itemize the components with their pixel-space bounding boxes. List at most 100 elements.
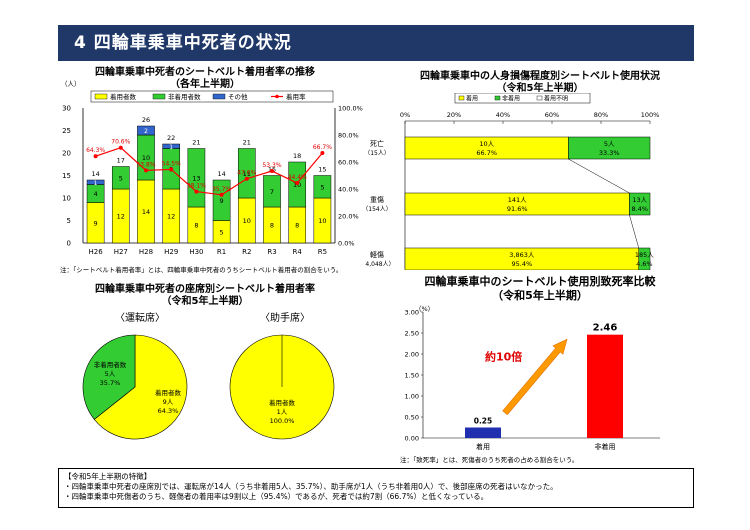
increase-arrow xyxy=(502,338,568,416)
bar-value-label: 11 xyxy=(243,170,251,178)
bar-value-label: 10 xyxy=(243,217,251,225)
y2-tick-label: 60.0% xyxy=(338,159,359,167)
bar-count-label: 5人 xyxy=(604,140,615,148)
features-line: ・四輪車乗車中死傷者のうち、軽傷者の着用率は9割以上（95.4%）であるが、死者… xyxy=(64,492,489,501)
pie-label: 着用者数 xyxy=(155,388,182,397)
legend-swatch xyxy=(94,93,108,100)
rate-label: 53.8% xyxy=(136,161,155,168)
bar-value-label: 8 xyxy=(270,222,274,230)
bar-segment xyxy=(111,166,130,190)
bar-total-label: 14 xyxy=(91,170,99,178)
x-tick-label: 非着用 xyxy=(595,442,616,451)
bar-total-label: 18 xyxy=(293,152,301,160)
y2-tick-label: 20.0% xyxy=(338,213,359,221)
rate-point xyxy=(118,145,123,150)
pie-label: 5人 xyxy=(105,370,116,378)
trend-subtitle: （各年上半期） xyxy=(170,79,240,90)
bar-segment xyxy=(263,175,281,208)
bar-percent-label: 4.6% xyxy=(636,260,653,268)
bar-value-label: 4 xyxy=(94,190,98,198)
fatality-title: 四輪車乗車中のシートベルト使用別致死率比較 xyxy=(424,275,656,288)
bar-value-label: 0.25 xyxy=(474,417,493,426)
y-category-label: 死亡 xyxy=(370,139,384,148)
rate-point xyxy=(270,169,274,174)
rate-point xyxy=(219,192,224,197)
fatality-subtitle: （令和5年上半期） xyxy=(492,289,588,302)
pie-label: 着用者数 xyxy=(269,398,296,407)
bar-value-label: 14 xyxy=(142,208,150,216)
rate-label: 66.7% xyxy=(313,144,332,151)
x-tick-label: R3 xyxy=(267,248,276,256)
bar-total-label: 22 xyxy=(167,134,175,142)
bar-total-label: 14 xyxy=(217,170,225,178)
bar-value-label: 10 xyxy=(318,217,326,225)
bar-total-label: 21 xyxy=(192,139,200,147)
pie-label: 9人 xyxy=(163,398,174,406)
bar-count-label: 10人 xyxy=(479,140,494,148)
x-tick-label: 20% xyxy=(447,111,461,119)
bar-count-label: 141人 xyxy=(508,196,527,204)
legend-box xyxy=(90,90,334,103)
x-tick-label: R5 xyxy=(318,248,327,256)
y-tick-label: 20 xyxy=(62,150,71,158)
bar-total-label: 17 xyxy=(117,157,125,165)
bar-total-label: 21 xyxy=(243,139,251,147)
x-tick-label: R2 xyxy=(242,248,251,256)
rate-label: 53.3% xyxy=(262,162,281,169)
bar-value-label: 9 xyxy=(220,197,224,205)
bar-percent-label: 66.7% xyxy=(476,149,497,157)
x-tick-label: 40% xyxy=(496,111,510,119)
passenger-label: 〈助手席〉 xyxy=(260,313,310,324)
fatality-unit: （%） xyxy=(415,305,435,313)
features-title: 【令和5年上半期の特徴】 xyxy=(64,472,152,481)
bar-segment xyxy=(237,148,256,199)
pie-label: 100.0% xyxy=(270,417,295,425)
legend-swatch xyxy=(152,93,166,100)
bar-value-label: 12 xyxy=(167,213,175,221)
bar-segment xyxy=(568,136,651,160)
bar-count-label: 185人 xyxy=(635,251,654,259)
rate-label: 47.6% xyxy=(237,170,256,177)
features-line: ・四輪車乗車中死者の座席別では、運転席が14人（うち非着用5人、35.7%）、助… xyxy=(64,482,558,491)
bar-value-label: 1 xyxy=(94,180,98,187)
legend-label: 着用率 xyxy=(286,92,306,101)
connector-line xyxy=(568,158,630,194)
rate-point xyxy=(295,181,300,186)
trend-note: 注：「シートベルト着用者率」とは、四輪車乗車中死者のうちシートベルト着用者の割合… xyxy=(60,266,343,274)
bar-value-label: 7 xyxy=(270,188,274,196)
y-tick-label: 25 xyxy=(62,127,71,135)
bar-value-label: 1 xyxy=(169,144,173,151)
rate-point xyxy=(320,150,325,155)
y-tick-label: 10 xyxy=(62,195,71,203)
y-tick-label: 2.50 xyxy=(405,330,419,338)
bar-value-label: 2.46 xyxy=(593,323,618,334)
trend-chart: 0510152025300.0%20.0%40.0%60.0%80.0%100.… xyxy=(62,90,363,256)
y-tick-label: 0 xyxy=(67,240,71,248)
injury-title: 四輪車乗車中の人身損傷程度別シートベルト使用状況 xyxy=(420,71,660,82)
y-category-label: 軽傷 xyxy=(370,250,384,259)
bar-percent-label: 33.3% xyxy=(599,149,620,157)
rate-label: 38.1% xyxy=(187,183,206,190)
y-tick-label: 1.00 xyxy=(405,393,419,401)
legend-swatch xyxy=(275,94,279,99)
legend-swatch xyxy=(212,93,226,100)
rate-point xyxy=(194,189,199,194)
bar-segment xyxy=(86,179,105,185)
driver-label: 〈運転席〉 xyxy=(115,313,165,324)
bar xyxy=(587,334,623,438)
legend-label: 非着用者数 xyxy=(168,92,201,101)
y2-tick-label: 0.0% xyxy=(338,240,355,248)
bar-percent-label: 8.4% xyxy=(631,205,648,213)
seat-title: 四輪車乗車中死者の座席別シートベルト着用者率 xyxy=(95,284,315,295)
y-tick-label: 5 xyxy=(67,217,71,225)
legend-label: 非着用 xyxy=(502,95,520,103)
rate-label: 70.6% xyxy=(111,139,130,146)
y2-tick-label: 80.0% xyxy=(338,132,359,140)
bar-value-label: 13 xyxy=(192,174,200,182)
rate-label: 64.3% xyxy=(86,147,105,154)
y-tick-label: 3.00 xyxy=(405,309,419,317)
y-category-count: （15人） xyxy=(365,150,390,157)
rate-label: 44.4% xyxy=(288,174,307,181)
bar-value-label: 8 xyxy=(194,222,198,230)
